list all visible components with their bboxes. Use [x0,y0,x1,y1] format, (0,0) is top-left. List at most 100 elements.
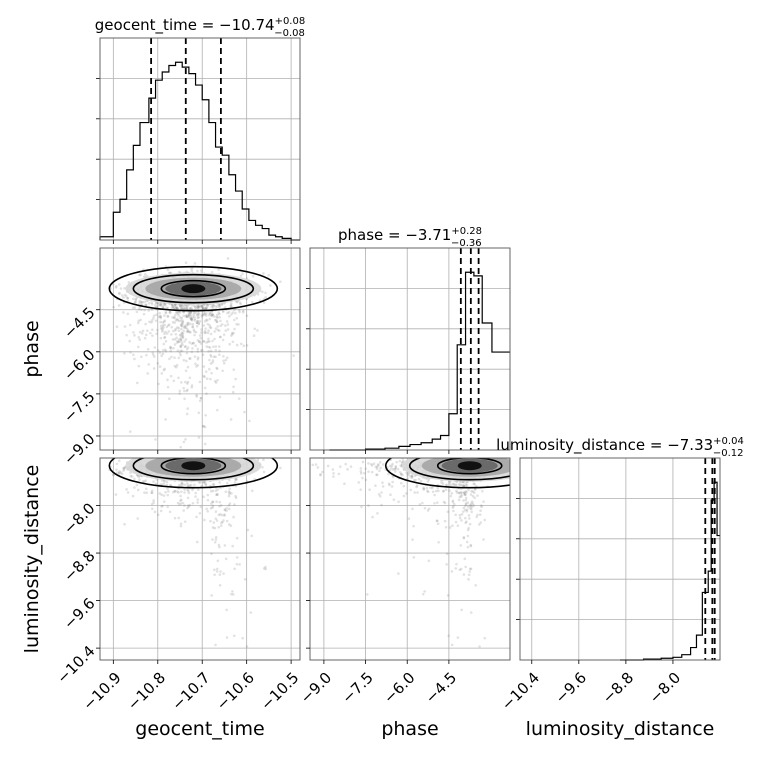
sample-point [162,342,166,346]
sample-point [170,304,174,307]
sample-point [155,301,158,305]
sample-point [115,468,118,471]
sample-point [173,316,176,319]
sample-point [201,353,205,357]
sample-point [190,317,193,321]
sample-point [219,335,222,339]
sample-point [186,329,190,333]
sample-point [224,557,228,561]
sample-point [205,318,208,322]
sample-point [182,314,185,318]
sample-point [183,307,187,311]
sample-point [150,302,154,306]
sample-point [159,316,163,320]
sample-point [189,314,193,317]
sample-point [206,304,210,307]
sample-point [186,388,189,392]
sample-point [209,489,213,493]
sample-point [243,410,246,414]
sample-point [176,317,179,321]
sample-point [369,462,373,466]
x-tick-label-geocent_time: −10.6 [213,669,258,714]
sample-point [380,503,383,507]
sample-point [180,481,184,485]
sample-point [211,339,214,343]
sample-point [218,312,221,316]
sample-point [114,493,118,496]
sample-point [195,393,198,397]
sample-point [203,425,207,429]
sample-point [462,481,466,484]
panel-geocent_time-vs-geocent_time: geocent_time = −10.74+0.08 −0.08 [95,16,305,244]
sample-point [206,322,210,326]
sample-point [402,494,406,498]
sample-point [338,465,342,468]
sample-point [115,325,119,329]
sample-point [183,491,186,494]
sample-point [181,322,184,326]
sample-point [173,304,177,307]
sample-point [160,354,163,358]
sample-point [228,491,231,494]
sample-point [264,295,267,299]
sample-point [478,523,481,526]
sample-point [238,301,242,304]
sample-point [223,508,227,512]
sample-point [433,501,436,505]
sample-point [222,354,225,358]
sample-point [227,507,231,511]
sample-point [388,464,392,468]
sample-point [221,369,224,373]
sample-point [483,518,487,522]
sample-point [177,356,180,360]
sample-point [476,494,479,497]
sample-point [152,501,156,504]
sample-point [205,306,208,309]
sample-point [433,493,436,497]
density-level [181,461,206,471]
sample-point [165,483,169,487]
sample-point [464,498,468,502]
sample-point [129,351,132,354]
sample-point [143,336,147,340]
sample-point [209,353,212,357]
sample-point [197,322,201,325]
sample-point [464,502,468,505]
sample-point [177,314,180,317]
sample-point [132,331,135,334]
sample-point [158,365,162,368]
sample-point [150,491,153,494]
sample-point [163,319,167,322]
sample-point [234,496,238,500]
sample-point [180,316,184,320]
sample-point [215,305,219,308]
sample-point [156,349,160,352]
sample-point [179,353,182,357]
sample-point [182,440,186,444]
sample-point [209,332,213,336]
sample-point [215,493,219,497]
sample-point [359,488,363,491]
sample-point [197,340,201,343]
sample-point [446,510,450,514]
sample-point [402,459,405,463]
sample-point [179,336,183,339]
sample-point [381,485,385,488]
sample-point [169,345,172,349]
sample-point [193,317,197,321]
sample-point [132,353,135,357]
sample-point [212,345,215,349]
sample-point [472,491,476,494]
sample-point [413,491,417,494]
sample-point [180,322,184,325]
sample-point [164,311,168,315]
sample-point [189,483,193,487]
sample-point [186,380,190,384]
sample-point [227,310,231,314]
sample-point [412,478,416,482]
sample-point [212,521,216,524]
sample-point [184,369,188,373]
sample-point [241,272,244,275]
sample-point [213,573,216,577]
sample-point [173,306,176,309]
